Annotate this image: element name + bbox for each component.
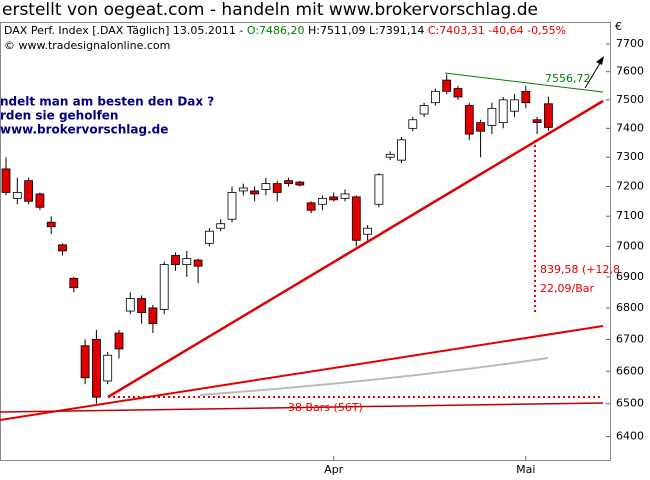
candle-body <box>295 181 305 186</box>
annotation: 839,58 (+12,8 <box>540 263 620 276</box>
candle-body <box>510 99 519 112</box>
arrow-head <box>596 56 604 65</box>
legend-open: O:7486,20 <box>247 24 305 37</box>
y-tick-label: 6900 <box>616 270 644 283</box>
candle-body <box>46 221 56 228</box>
trend-line <box>0 325 604 421</box>
candle-body <box>80 345 90 379</box>
candle-body <box>476 122 486 132</box>
candle-body <box>193 259 203 267</box>
candle-body <box>408 119 418 129</box>
y-tick-label: 7200 <box>616 180 644 193</box>
candle-body <box>351 196 361 241</box>
resistance-line <box>444 72 604 93</box>
annotation: 38 Bars (56T) <box>288 401 363 414</box>
candle-body <box>148 307 158 324</box>
candle-body <box>498 99 508 124</box>
candle-body <box>114 332 124 350</box>
candle-body <box>544 103 553 128</box>
candle-body <box>385 153 395 158</box>
candle-body <box>125 298 135 312</box>
plot-frame <box>0 22 611 461</box>
candle-body <box>430 90 440 104</box>
candle-body <box>238 187 248 192</box>
candle-body <box>261 183 271 190</box>
candle-body <box>419 105 429 115</box>
candle-body <box>464 105 474 135</box>
candle-body <box>397 139 406 161</box>
candle-body <box>442 79 452 92</box>
y-tick-label: 6500 <box>616 397 644 410</box>
y-tick-label: 7600 <box>616 65 644 78</box>
legend-close: C:7403,31 -40,64 -0,55% <box>428 24 566 37</box>
arrow <box>584 59 603 89</box>
annotation: 22,09/Bar <box>540 282 594 295</box>
y-unit: € <box>615 20 622 33</box>
trend-line <box>0 402 604 413</box>
candle-body <box>227 192 237 220</box>
candle-body <box>250 190 260 195</box>
y-tick-label: 6800 <box>616 301 644 314</box>
overlay-text: ndelt man am besten den Dax ? <box>0 95 214 109</box>
x-tick-label: Mai <box>516 463 535 476</box>
candle-body <box>69 278 79 289</box>
candle-body <box>24 180 34 202</box>
trend-line <box>107 99 604 399</box>
candle-body <box>329 196 339 201</box>
y-tick-label: 7400 <box>616 121 644 134</box>
candle-body <box>12 192 22 199</box>
y-tick-label: 7100 <box>616 209 644 222</box>
candle-body <box>284 180 293 184</box>
x-tick-label: Apr <box>324 463 344 476</box>
y-tick-label: 6400 <box>616 430 644 443</box>
candle-body <box>182 258 192 266</box>
legend-hl: H:7511,09 L:7391,14 <box>305 24 428 37</box>
chart-title: erstellt von oegeat.com - handeln mit ww… <box>2 0 538 20</box>
candle-body <box>487 107 497 126</box>
y-tick-label: 7700 <box>616 37 644 50</box>
candle-body <box>317 197 327 205</box>
candle-body <box>521 90 531 104</box>
candle-body <box>216 223 226 229</box>
legend-name: DAX Perf. Index [.DAX Täglich] 13.05.201… <box>4 24 247 37</box>
copyright: © www.tradesignalonline.com <box>4 39 170 52</box>
y-tick-label: 7000 <box>616 239 644 252</box>
candle-body <box>159 264 169 310</box>
annotation: 7556,72 <box>545 72 591 85</box>
candle-body <box>306 202 316 211</box>
candle-body <box>92 338 101 398</box>
overlay-text: rden sie geholfen <box>0 109 118 123</box>
average-line <box>199 357 549 396</box>
candle-body <box>137 298 147 313</box>
drawings <box>0 56 604 421</box>
candle-body <box>1 168 11 193</box>
candle-body <box>171 255 180 266</box>
candle-body <box>532 119 542 124</box>
candle-body <box>374 174 384 205</box>
candle-body <box>103 354 113 382</box>
y-tick-label: 7500 <box>616 93 644 106</box>
y-tick-label: 6700 <box>616 332 644 345</box>
candle-body <box>340 193 350 199</box>
candle-body <box>35 193 45 208</box>
y-tick-label: 7300 <box>616 150 644 163</box>
candle-body <box>363 227 373 235</box>
y-tick-label: 6600 <box>616 364 644 377</box>
candles <box>1 74 553 404</box>
legend: DAX Perf. Index [.DAX Täglich] 13.05.201… <box>4 24 566 37</box>
candle-body <box>272 183 282 193</box>
candle-body <box>204 230 214 244</box>
candle-body <box>58 244 67 252</box>
candle-body <box>453 88 463 98</box>
overlay-text: www.brokervorschlag.de <box>0 123 168 137</box>
